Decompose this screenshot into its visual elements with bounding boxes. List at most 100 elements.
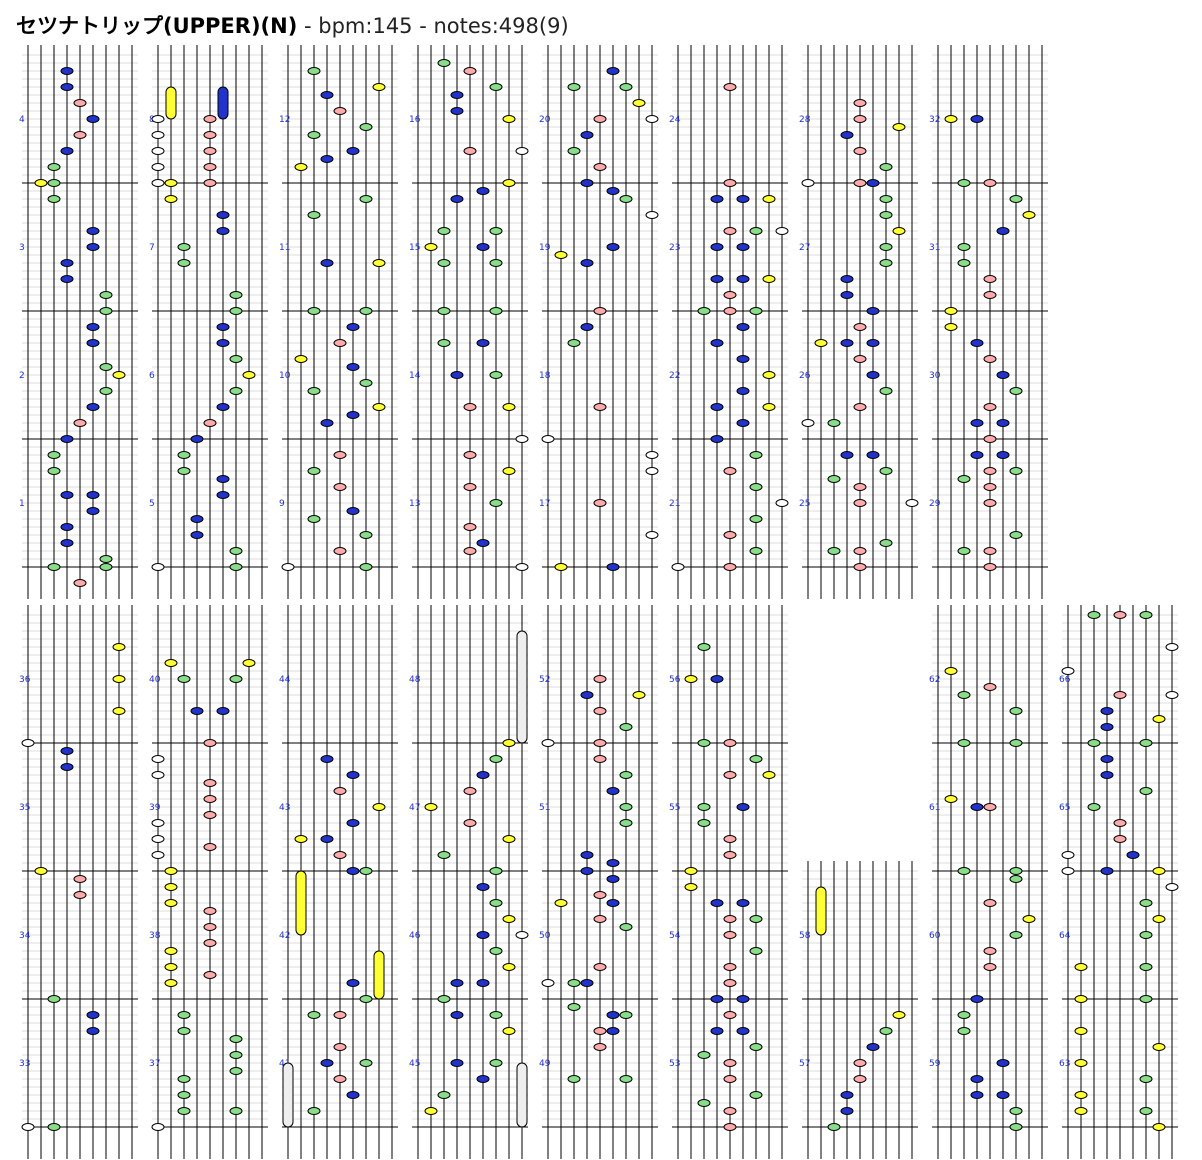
note xyxy=(1152,1123,1166,1131)
note xyxy=(723,1107,737,1115)
note xyxy=(736,419,750,427)
note xyxy=(229,1107,243,1115)
note xyxy=(619,923,633,931)
note xyxy=(593,1027,607,1035)
bar-number: 43 xyxy=(279,803,290,813)
note xyxy=(450,1059,464,1067)
note xyxy=(580,691,594,699)
note xyxy=(749,483,763,491)
note xyxy=(47,995,61,1003)
note xyxy=(333,339,347,347)
note xyxy=(463,451,477,459)
note xyxy=(489,867,503,875)
note xyxy=(567,1075,581,1083)
note xyxy=(437,259,451,267)
note xyxy=(710,339,724,347)
note xyxy=(476,243,490,251)
note xyxy=(957,475,971,483)
note xyxy=(1061,867,1075,875)
note xyxy=(476,979,490,987)
bar-number: 65 xyxy=(1059,803,1070,813)
bar-number: 26 xyxy=(799,371,811,381)
note xyxy=(151,179,165,187)
note xyxy=(879,195,893,203)
note xyxy=(164,899,178,907)
note xyxy=(879,259,893,267)
note xyxy=(307,1011,321,1019)
note xyxy=(645,115,659,123)
note xyxy=(307,387,321,395)
bar-number: 44 xyxy=(279,675,291,685)
note xyxy=(489,755,503,763)
note xyxy=(1139,1107,1153,1115)
note xyxy=(203,923,217,931)
note xyxy=(580,131,594,139)
note xyxy=(333,547,347,555)
note xyxy=(515,563,529,571)
note xyxy=(619,1075,633,1083)
note xyxy=(346,147,360,155)
note xyxy=(957,1027,971,1035)
bar-number: 23 xyxy=(669,243,680,253)
note xyxy=(1061,851,1075,859)
note xyxy=(723,1075,737,1083)
note xyxy=(879,387,893,395)
bar-number: 25 xyxy=(799,499,810,509)
note xyxy=(970,115,984,123)
note xyxy=(606,1027,620,1035)
note xyxy=(216,491,230,499)
note xyxy=(216,403,230,411)
note xyxy=(86,1011,100,1019)
note xyxy=(151,131,165,139)
note xyxy=(1022,915,1036,923)
note xyxy=(619,83,633,91)
note xyxy=(970,339,984,347)
note xyxy=(294,355,308,363)
bar-number: 6 xyxy=(149,371,155,381)
note xyxy=(307,1107,321,1115)
note xyxy=(229,307,243,315)
note xyxy=(723,1011,737,1019)
note xyxy=(1087,739,1101,747)
note xyxy=(970,995,984,1003)
note xyxy=(619,803,633,811)
note xyxy=(229,563,243,571)
note xyxy=(151,563,165,571)
note xyxy=(645,451,659,459)
note xyxy=(47,179,61,187)
note xyxy=(164,963,178,971)
note xyxy=(749,547,763,555)
note xyxy=(151,163,165,171)
note xyxy=(554,899,568,907)
note xyxy=(372,803,386,811)
bar-number: 17 xyxy=(539,499,550,509)
note xyxy=(866,179,880,187)
bar-number: 20 xyxy=(539,115,551,125)
note xyxy=(190,707,204,715)
bar-number: 10 xyxy=(279,371,291,381)
note xyxy=(710,899,724,907)
note xyxy=(710,675,724,683)
note xyxy=(983,275,997,283)
note xyxy=(1009,931,1023,939)
note xyxy=(853,563,867,571)
bar-number: 14 xyxy=(409,371,421,381)
note xyxy=(1009,707,1023,715)
bar-number: 58 xyxy=(799,931,811,941)
bar-number: 11 xyxy=(279,243,290,253)
note xyxy=(73,99,87,107)
note xyxy=(606,875,620,883)
note xyxy=(853,355,867,363)
note xyxy=(957,259,971,267)
note xyxy=(112,675,126,683)
note xyxy=(424,1107,438,1115)
note xyxy=(814,339,828,347)
note xyxy=(164,195,178,203)
note xyxy=(190,435,204,443)
note xyxy=(749,307,763,315)
note xyxy=(1009,195,1023,203)
note xyxy=(203,179,217,187)
note xyxy=(593,675,607,683)
note xyxy=(970,451,984,459)
note xyxy=(593,307,607,315)
